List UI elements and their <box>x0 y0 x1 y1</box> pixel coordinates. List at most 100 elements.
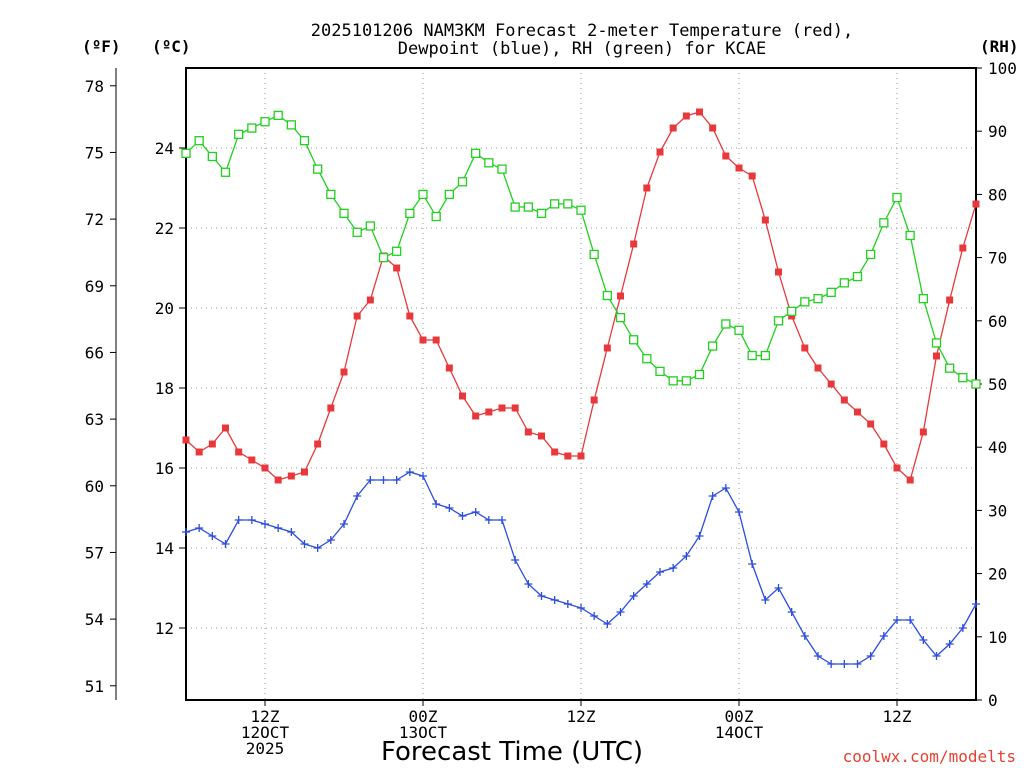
fahrenheit-tick-label: 75 <box>85 143 104 162</box>
rh-point <box>694 369 705 380</box>
celsius-tick-label: 18 <box>155 379 174 398</box>
dewpoint-point <box>550 596 559 604</box>
celsius-tick-label: 12 <box>155 619 174 638</box>
rh-point <box>642 354 652 364</box>
dewpoint-point <box>642 580 651 588</box>
series-layer <box>181 108 981 668</box>
temperature-point <box>590 396 598 404</box>
temperature-point <box>959 244 967 252</box>
dewpoint-point <box>840 660 849 668</box>
fahrenheit-tick-label: 69 <box>85 277 104 296</box>
rh-point <box>247 123 257 133</box>
temperature-point <box>182 436 190 444</box>
rh-point <box>181 148 191 158</box>
rh-point <box>563 199 573 209</box>
temperature-point <box>880 440 888 448</box>
temperature-point <box>682 112 690 120</box>
temperature-point <box>195 448 203 456</box>
rh-point <box>879 218 889 228</box>
dewpoint-point <box>800 632 809 640</box>
dewpoint-point <box>208 532 217 540</box>
temperature-point <box>603 344 611 352</box>
rh-unit-label: (RH) <box>980 37 1019 56</box>
temperature-point <box>248 456 256 464</box>
celsius-tick-label: 14 <box>155 539 174 558</box>
dewpoint-point <box>432 500 441 508</box>
dewpoint-point <box>511 556 520 564</box>
rh-point <box>629 335 639 345</box>
temperature-point <box>919 428 927 436</box>
rh-point <box>510 202 520 212</box>
rh-point <box>958 373 968 383</box>
rh-tick-label: 30 <box>988 501 1007 520</box>
temperature-point <box>854 408 861 416</box>
temperature-point <box>538 432 545 440</box>
temperature-point <box>972 200 980 208</box>
rh-point <box>471 148 481 158</box>
dewpoint-point <box>669 564 678 572</box>
rh-point <box>800 297 810 307</box>
x-tick-label: 00Z <box>409 707 438 726</box>
dewpoint-point <box>972 600 980 608</box>
dewpoint-point <box>577 604 585 612</box>
dewpoint-point <box>748 560 757 568</box>
series-temperature <box>182 108 980 484</box>
temperature-point <box>551 448 559 456</box>
dewpoint-point <box>221 540 230 548</box>
rh-point <box>931 338 942 348</box>
temperature-point <box>748 172 756 180</box>
celsius-unit-label: (ºC) <box>152 37 191 56</box>
axes: 51 54 57 60 63 66 69 72 75 78 12 14 16 18 20 22 24 0 10 20 3… <box>85 59 1017 758</box>
temperature-point <box>366 296 374 304</box>
fahrenheit-unit-label: (ºF) <box>82 37 121 56</box>
temperature-point <box>722 152 730 160</box>
dewpoint-point <box>774 584 783 592</box>
fahrenheit-tick-label: 78 <box>85 77 104 96</box>
rh-point <box>945 363 955 373</box>
rh-point <box>497 164 507 174</box>
rh-point <box>523 202 533 212</box>
rh-point <box>773 316 784 326</box>
rh-point <box>273 110 283 121</box>
rh-point <box>655 366 665 377</box>
temperature-point <box>801 344 809 352</box>
rh-point <box>787 306 797 316</box>
temperature-point <box>761 216 769 224</box>
dewpoint-point <box>537 592 546 600</box>
dewpoint-point <box>616 608 625 616</box>
fahrenheit-tick-label: 60 <box>85 477 104 496</box>
dewpoint-point <box>524 580 533 588</box>
fahrenheit-tick-label: 51 <box>85 677 104 696</box>
dewpoint-point <box>656 568 664 576</box>
rh-point <box>918 294 928 304</box>
x-axis-title: Forecast Time (UTC) <box>381 737 643 767</box>
rh-tick-label: 10 <box>988 628 1007 647</box>
temperature-point <box>696 108 703 116</box>
dewpoint-point <box>261 520 269 528</box>
temperature-point <box>669 124 677 132</box>
celsius-tick-label: 22 <box>155 219 174 238</box>
rh-point <box>286 120 296 130</box>
dewpoint-point <box>274 524 283 532</box>
temperature-point <box>577 452 585 460</box>
dewpoint-point <box>326 536 335 544</box>
temperature-point <box>419 336 427 344</box>
temperature-point <box>564 452 572 460</box>
temperature-point <box>867 420 875 428</box>
rh-tick-label: 100 <box>988 59 1017 78</box>
dewpoint-point <box>945 640 954 648</box>
rh-point <box>444 189 454 200</box>
temperature-point <box>840 396 848 404</box>
rh-point <box>681 376 691 386</box>
rh-point <box>484 158 494 168</box>
rh-tick-label: 20 <box>988 565 1007 584</box>
rh-point <box>299 136 310 146</box>
rh-tick-label: 40 <box>988 438 1007 457</box>
rh-point <box>378 252 389 263</box>
dewpoint-point <box>498 516 506 524</box>
dewpoint-point <box>919 636 928 644</box>
temperature-point <box>656 148 664 156</box>
temperature-point <box>630 240 638 248</box>
rh-point <box>839 278 849 288</box>
